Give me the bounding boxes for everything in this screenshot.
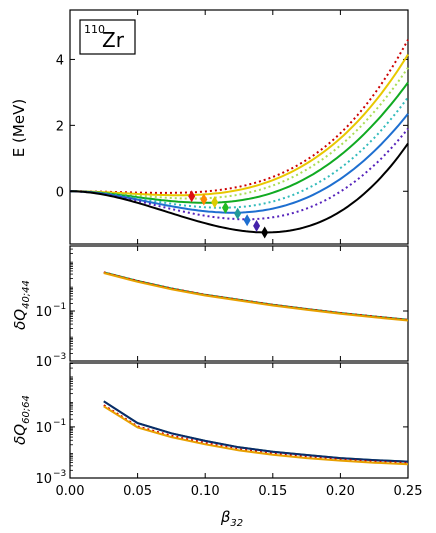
energy-curve-7 [70,142,409,234]
dq40-curve-0 [103,271,409,321]
minimum-marker-4 [234,207,242,220]
minimum-marker-7 [261,226,269,239]
svg-text:δQ60;64: δQ60;64 [11,395,32,445]
dq60-ytick-exponent: −1 [53,418,66,428]
energy-curve-1 [70,53,409,197]
mass-number: 110 [84,23,105,36]
energy-frame [69,9,409,245]
dq60-axis-label: δQ60;64 [11,395,32,445]
energy-ytick-label: 4 [56,53,64,68]
x-tick-label: 0.20 [326,484,355,499]
dq60-axis-subscript: 60;64 [21,395,32,424]
dq40-curve-1 [103,271,409,321]
dq60-curve-2 [103,404,409,465]
minimum-marker-3 [221,201,229,214]
x-tick-label: 0.15 [258,484,287,499]
dq40-ytick-exponent: −1 [53,302,66,312]
dq40-panel: 10−110−3 [35,245,409,370]
dq60-ytick-label: 10 [35,472,52,487]
dq60-curve-1 [103,400,409,463]
energy-curve-6 [70,127,409,221]
nucleus-label-box: 110 Zr [79,19,136,55]
element-symbol: Zr [102,28,125,52]
dq60-axis-symbol: δQ [11,424,29,445]
dq60-ytick-label: 10 [35,421,52,436]
x-tick-label: 0.10 [191,484,220,499]
minimum-marker-0 [188,190,196,203]
dq40-curve-2 [103,272,409,322]
x-axis-subscript: 32 [230,518,243,529]
energy-panel: 0 2 4 [56,9,409,245]
dq40-frame [69,245,409,362]
energy-curve-2 [70,67,409,200]
energy-curve-0 [70,39,409,194]
minimum-marker-2 [211,196,219,209]
minimum-marker-6 [253,219,261,232]
x-tick-label: 0.25 [394,484,423,499]
x-axis-label: β32 [220,508,243,529]
energy-ytick-label: 2 [56,119,64,134]
dq40-ytick-label: 10 [35,305,52,320]
dq40-axis-subscript: 40;44 [21,280,32,309]
energy-curve-3 [70,81,409,204]
x-axis-symbol: β [220,508,231,526]
minimum-marker-5 [243,214,251,227]
dq60-ytick-exponent: −3 [53,469,66,479]
dq60-curve-3 [103,405,409,466]
dq40-ytick-exponent: −3 [53,352,66,362]
dq40-ytick-label: 10 [35,355,52,370]
svg-text:δQ40;44: δQ40;44 [11,280,32,330]
dq60-frame [69,362,409,479]
energy-ytick-label: 0 [56,185,64,200]
x-tick-label: 0.05 [123,484,152,499]
x-tick-label: 0.00 [56,484,85,499]
dq40-axis-label: δQ40;44 [11,280,32,330]
energy-axis-label: E (MeV) [10,99,28,157]
minimum-marker-1 [200,193,208,206]
dq40-axis-symbol: δQ [11,309,29,330]
